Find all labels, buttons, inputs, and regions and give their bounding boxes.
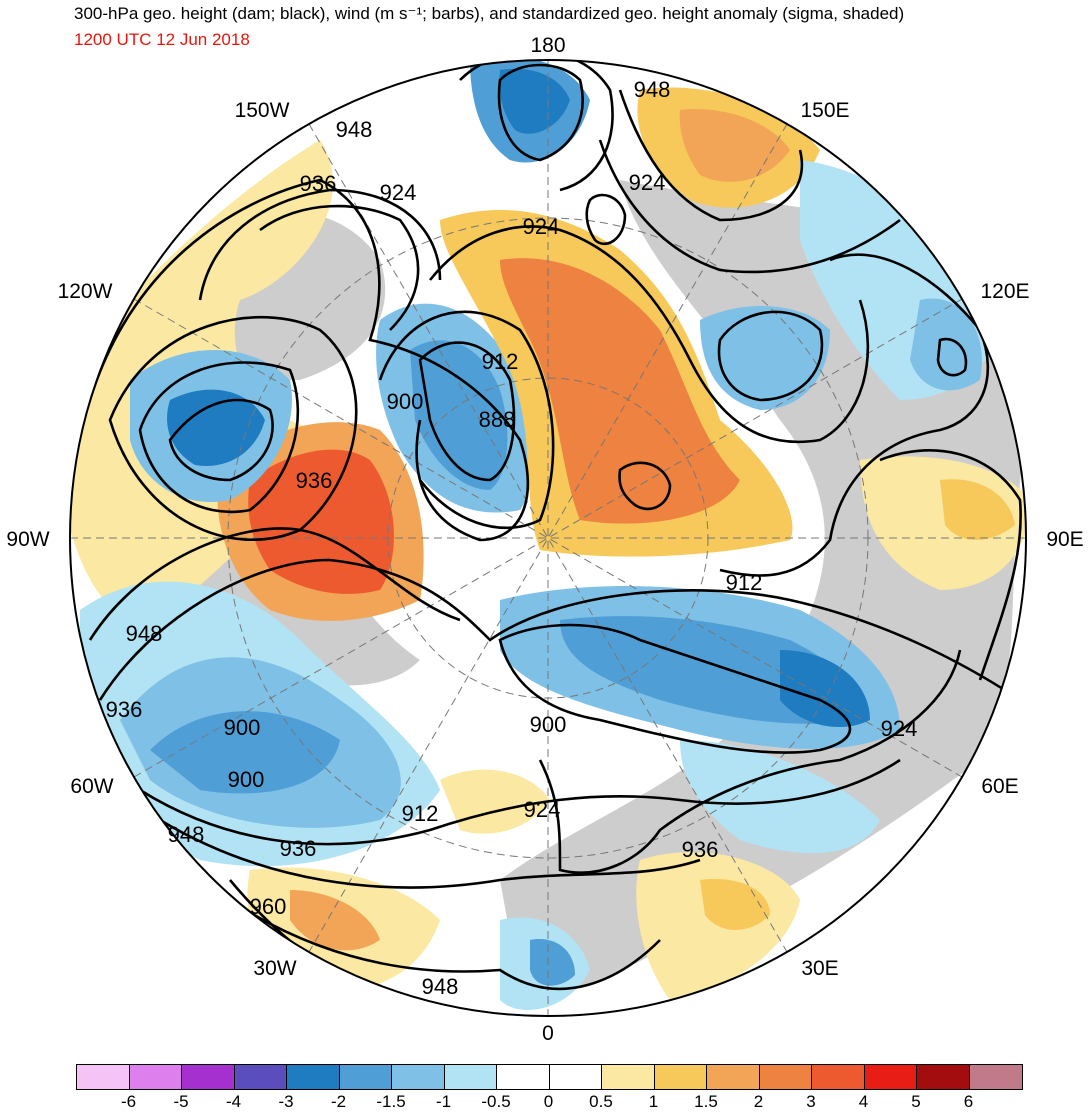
map-border — [69, 59, 1027, 1017]
colorbar-tick-label: -1 — [435, 1092, 452, 1111]
map-disk — [70, 60, 1026, 1016]
colorbar-tick-label: 2 — [753, 1092, 764, 1111]
contour-label: 948 — [336, 117, 373, 142]
colorbar-swatch — [497, 1065, 550, 1089]
contour-label: 936 — [682, 837, 719, 862]
colorbar-swatch — [812, 1065, 865, 1089]
colorbar-tick-label: 3 — [806, 1092, 816, 1111]
lon-label-90w: 90W — [6, 528, 49, 551]
colorbar-swatch — [707, 1065, 760, 1089]
colorbar-tick-label: -0.5 — [481, 1092, 511, 1111]
colorbar-swatch — [759, 1065, 812, 1089]
lon-label-60e: 60E — [981, 775, 1018, 798]
colorbar-tick-label: -6 — [120, 1092, 137, 1111]
longitude-labels: 180 150E 120E 90E 60E 30E 0 30W 60W 90W … — [6, 34, 1083, 1045]
contour-label: 924 — [524, 797, 561, 822]
colorbar-tick-label: 5 — [911, 1092, 921, 1111]
contour-label: 900 — [530, 712, 567, 737]
colorbar-swatch — [917, 1065, 970, 1089]
contour-label: 936 — [280, 836, 317, 861]
lon-label-150e: 150E — [800, 99, 849, 122]
contour-label: 924 — [380, 180, 417, 205]
colorbar-swatch — [287, 1065, 340, 1089]
lon-label-150w: 150W — [235, 99, 290, 122]
contour-label: 912 — [402, 801, 439, 826]
contour-label: 900 — [387, 389, 424, 414]
colorbar-tick-label: 0 — [543, 1092, 554, 1111]
colorbar-swatch — [444, 1065, 497, 1089]
colorbar-swatch — [129, 1065, 182, 1089]
colorbar-labels: -6 -5 -4 -3 -2 -1.5 -1 -0.5 0 0.5 1 1.5 2 3 4 5 6 — [76, 1092, 1022, 1112]
lon-label-120w: 120W — [58, 280, 113, 303]
colorbar-swatch — [969, 1065, 1022, 1089]
colorbar-swatch — [864, 1065, 917, 1089]
contour-label: 948 — [422, 974, 459, 999]
colorbar — [76, 1064, 1023, 1090]
contour-label: 900 — [224, 715, 261, 740]
contour-label: 924 — [523, 214, 560, 239]
contour-label: 948 — [126, 621, 163, 646]
lon-label-0: 0 — [542, 1022, 554, 1045]
contour-labels: 948 948 936 924 924 924 912 900 888 936 … — [106, 77, 918, 999]
contour-label: 936 — [106, 697, 143, 722]
polar-map: 180 150E 120E 90E 60E 30E 0 30W 60W 90W … — [6, 34, 1083, 1045]
contour-label: 948 — [634, 77, 671, 102]
contour-label: 936 — [300, 171, 337, 196]
colorbar-tick-label: -3 — [278, 1092, 294, 1111]
lon-label-30w: 30W — [253, 957, 296, 980]
colorbar-tick-label: 6 — [963, 1092, 974, 1111]
contour-label: 924 — [629, 170, 666, 195]
colorbar-swatch — [602, 1065, 655, 1089]
colorbar-tick-label: -4 — [225, 1092, 242, 1111]
colorbar-tick-label: -2 — [330, 1092, 347, 1111]
colorbar-tick-label: 1.5 — [694, 1092, 718, 1111]
lon-label-90e: 90E — [1046, 528, 1083, 551]
colorbar-tick-label: -5 — [173, 1092, 189, 1111]
valid-time: 1200 UTC 12 Jun 2018 — [74, 30, 250, 49]
lon-label-180: 180 — [530, 34, 565, 57]
colorbar-swatch — [549, 1065, 602, 1089]
colorbar-swatch — [234, 1065, 287, 1089]
colorbar-tick-label: 4 — [858, 1092, 869, 1111]
colorbar-tick-label: 0.5 — [589, 1092, 613, 1111]
contour-label: 936 — [296, 468, 333, 493]
lon-label-120e: 120E — [980, 280, 1029, 303]
colorbar-tick-label: 1 — [648, 1092, 659, 1111]
contour-label: 912 — [482, 349, 519, 374]
contour-label: 924 — [881, 716, 918, 741]
colorbar-tick-label: -1.5 — [376, 1092, 406, 1111]
contour-label: 888 — [479, 407, 516, 432]
colorbar-swatch — [339, 1065, 392, 1089]
contour-label: 900 — [228, 767, 265, 792]
lon-label-30e: 30E — [801, 957, 838, 980]
colorbar-swatch — [77, 1065, 130, 1089]
colorbar-swatch — [392, 1065, 445, 1089]
contour-label: 912 — [726, 570, 763, 595]
colorbar-swatch — [654, 1065, 707, 1089]
anomaly-shading — [70, 60, 1026, 1010]
lon-label-60w: 60W — [70, 775, 113, 798]
colorbar-swatch — [182, 1065, 235, 1089]
contour-label: 960 — [250, 894, 287, 919]
map-title: 300-hPa geo. height (dam; black), wind (… — [74, 4, 905, 23]
contour-label: 948 — [168, 822, 205, 847]
